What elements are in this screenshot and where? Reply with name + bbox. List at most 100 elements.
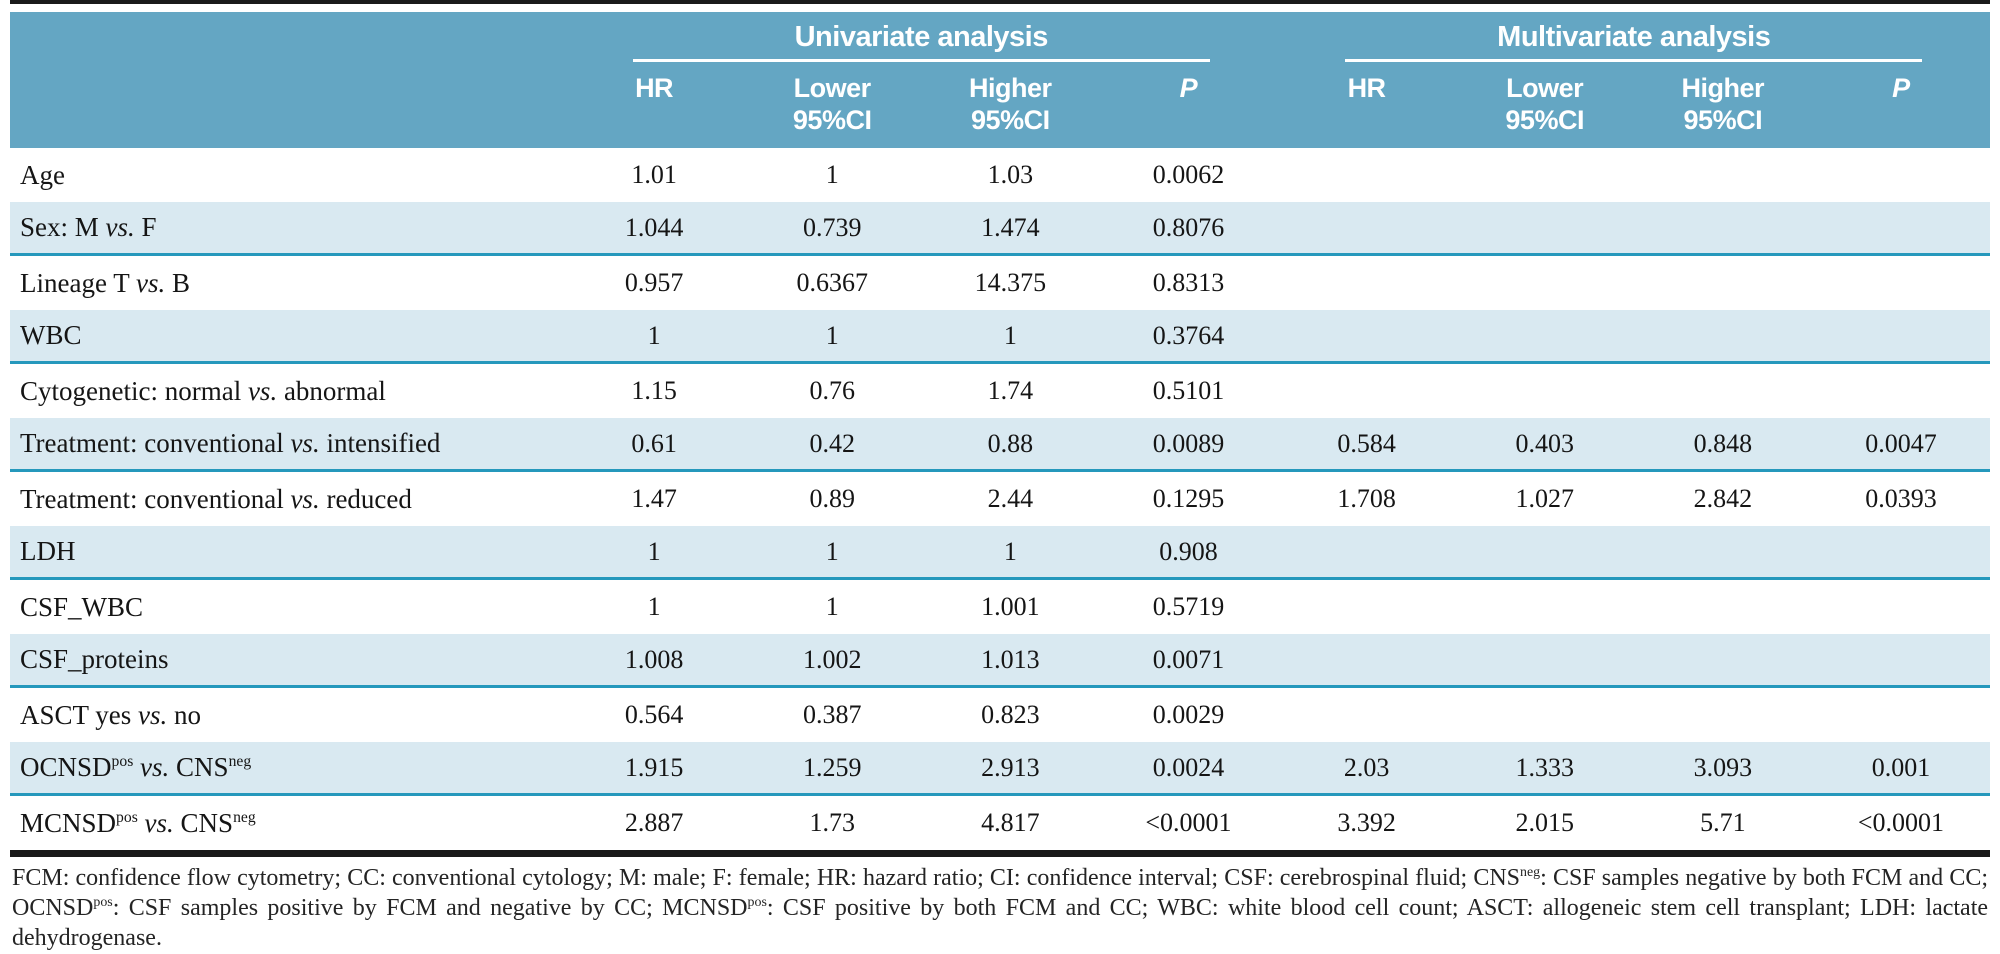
column-header-lower: Lower 95%CI xyxy=(743,72,921,135)
group-title-univariate: Univariate analysis xyxy=(632,21,1210,62)
row-label: WBC xyxy=(10,320,565,351)
column-header-lower: Lower 95%CI xyxy=(1456,72,1634,135)
column-header-line1: P xyxy=(1892,73,1910,103)
bottom-border-rule xyxy=(10,850,1990,857)
table-row: OCNSDpos vs. CNSneg 1.915 1.259 2.913 0.0024… xyxy=(10,742,1990,796)
group-header-univariate: Univariate analysis xyxy=(565,21,1278,62)
text-segment: CNS xyxy=(173,807,234,838)
column-header-line2: 95%CI xyxy=(1505,105,1584,135)
column-header-line1: Lower xyxy=(1506,73,1584,103)
text-segment: vs. xyxy=(135,267,166,298)
row-label: Sex: M vs. F xyxy=(10,212,565,243)
text-segment xyxy=(138,808,145,838)
value-cell: 1.044 xyxy=(624,212,684,242)
column-header-p: P xyxy=(1099,72,1277,135)
top-border-rule xyxy=(10,0,1990,4)
text-segment: Treatment: conventional xyxy=(20,428,291,458)
text-segment: B xyxy=(165,267,190,298)
value-cell: 1.001 xyxy=(981,592,1040,621)
value-cell: 0.823 xyxy=(981,700,1040,729)
value-cell: 0.584 xyxy=(1337,428,1396,458)
column-header-line1: HR xyxy=(635,73,674,103)
group-title-multivariate: Multivariate analysis xyxy=(1345,21,1923,62)
value-cell: 0.848 xyxy=(1693,428,1753,458)
text-segment: vs. xyxy=(105,212,135,242)
value-cell: 0.76 xyxy=(809,376,855,405)
value-cell: 1.008 xyxy=(624,644,684,674)
value-cell: 0.739 xyxy=(802,212,862,242)
column-header-hr: HR xyxy=(1278,72,1456,135)
table-row: MCNSDpos vs. CNSneg 2.887 1.73 4.817 <0.0001… xyxy=(10,796,1990,850)
column-header-line1: Higher xyxy=(969,73,1052,103)
value-cell: 1 xyxy=(1003,536,1017,566)
text-segment: Sex: M xyxy=(20,212,106,242)
value-cell: 0.0024 xyxy=(1152,752,1225,782)
value-cell: 1 xyxy=(825,592,839,621)
value-cell: 0.0047 xyxy=(1865,428,1937,458)
superscript-text: pos xyxy=(116,808,138,826)
text-segment: Age xyxy=(20,159,65,190)
value-cell: 2.03 xyxy=(1343,752,1390,782)
text-segment: Lineage T xyxy=(20,267,136,298)
row-label: CSF_proteins xyxy=(10,644,565,675)
value-cell: 0.0062 xyxy=(1152,160,1225,189)
text-segment: FCM: confidence flow cytometry; CC: conv… xyxy=(12,865,1521,891)
value-cell: 0.3764 xyxy=(1152,320,1225,350)
value-cell: 3.392 xyxy=(1337,808,1396,837)
column-header-line1: Lower xyxy=(793,73,872,103)
table-row: Lineage T vs. B 0.957 0.6367 14.375 0.8313 xyxy=(10,256,1990,310)
value-cell: 0.8076 xyxy=(1152,212,1225,242)
value-cell: 1.01 xyxy=(631,160,677,189)
text-segment: : CSF positive by both FCM and CC; WBC: … xyxy=(12,895,1989,951)
value-cell: 0.89 xyxy=(809,484,855,513)
value-cell: <0.0001 xyxy=(1145,808,1232,837)
column-header-line1: HR xyxy=(1347,73,1387,103)
value-cell: 1 xyxy=(1003,320,1017,350)
table-row: ASCT yes vs. no 0.564 0.387 0.823 0.0029 xyxy=(10,688,1990,742)
superscript-text: neg xyxy=(228,753,252,770)
column-header-higher: Higher 95%CI xyxy=(1634,72,1812,135)
text-segment: LDH xyxy=(20,536,76,566)
value-cell: 0.1295 xyxy=(1152,484,1225,513)
group-header-multivariate: Multivariate analysis xyxy=(1278,21,1991,62)
text-segment: intensified xyxy=(319,428,441,458)
value-cell: 0.908 xyxy=(1159,536,1218,566)
text-segment: F xyxy=(134,212,157,242)
value-cell: 1.03 xyxy=(987,160,1034,189)
table-row: Age 1.01 1 1.03 0.0062 xyxy=(10,148,1990,202)
row-label: CSF_WBC xyxy=(10,592,565,623)
text-segment: vs. xyxy=(290,483,320,514)
text-segment: vs. xyxy=(138,699,168,730)
value-cell: 1.708 xyxy=(1337,484,1396,513)
value-cell: 0.387 xyxy=(802,700,862,729)
header-corner-spacer xyxy=(10,21,565,62)
table-row: LDH 1 1 1 0.908 xyxy=(10,526,1990,580)
column-header-p: P xyxy=(1812,72,1990,135)
text-segment: : CSF samples negative by both FCM and C… xyxy=(12,865,1989,921)
column-header-line1: P xyxy=(1179,73,1198,103)
column-header-line2: 95%CI xyxy=(1683,105,1763,135)
text-segment: CSF_WBC xyxy=(20,591,144,622)
value-cell: 1.002 xyxy=(802,644,862,674)
value-cell: 1.47 xyxy=(631,484,677,513)
text-segment: CNS xyxy=(169,752,229,782)
table-row: CSF_WBC 1 1 1.001 0.5719 xyxy=(10,580,1990,634)
table-footnote: FCM: confidence flow cytometry; CC: conv… xyxy=(12,863,1988,953)
table-row: Cytogenetic: normal vs. abnormal 1.15 0.76… xyxy=(10,364,1990,418)
value-cell: 0.001 xyxy=(1871,752,1931,782)
superscript-text: pos xyxy=(747,895,767,910)
table-row: CSF_proteins 1.008 1.002 1.013 0.0071 xyxy=(10,634,1990,688)
table-body: Age 1.01 1 1.03 0.0062 Sex: M vs. F 1.044 0.739… xyxy=(10,148,1990,850)
table-row: Treatment: conventional vs. reduced 1.47 0… xyxy=(10,472,1990,526)
column-header-line2: 95%CI xyxy=(792,105,872,135)
value-cell: 0.42 xyxy=(809,428,855,458)
superscript-text: pos xyxy=(111,753,134,770)
value-cell: 1.73 xyxy=(809,808,855,837)
table-row: WBC 1 1 1 0.3764 xyxy=(10,310,1990,364)
value-cell: 4.817 xyxy=(981,808,1040,837)
value-cell: 0.61 xyxy=(631,428,677,458)
value-cell: 0.564 xyxy=(624,700,684,729)
value-cell: 1 xyxy=(647,592,661,621)
text-segment: vs. xyxy=(247,375,278,406)
